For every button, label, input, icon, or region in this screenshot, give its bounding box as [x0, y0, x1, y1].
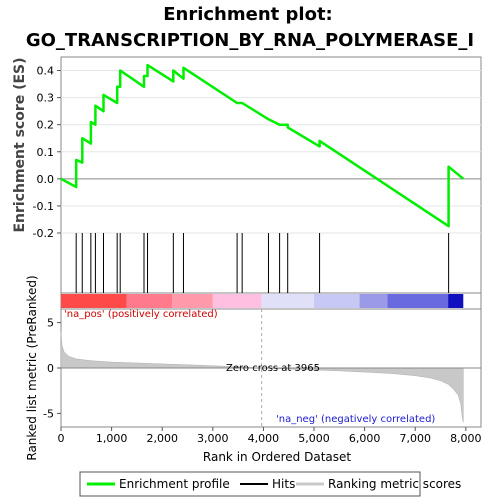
- pos-correlation-label: 'na_pos' (positively correlated): [64, 309, 218, 320]
- es-ylabel: Enrichment score (ES): [12, 57, 28, 232]
- metric-area: [60, 309, 481, 427]
- metric-ylabel: Ranked list metric (PreRanked): [25, 275, 39, 460]
- xtick-label: 1,000: [96, 432, 128, 445]
- enrichment-profile-series: [60, 63, 465, 228]
- es-ytick-label: 0.1: [37, 146, 55, 159]
- xtick-label: 5,000: [298, 432, 330, 445]
- ranking-bar-segment: [212, 294, 262, 308]
- hits-panel-frame: [60, 232, 482, 294]
- ranking-metric-area: [60, 331, 464, 423]
- es-grid: [61, 70, 481, 234]
- ranking-bar-segment: [448, 294, 464, 308]
- xtick-label: 3,000: [197, 432, 229, 445]
- ranking-bar-segment: [359, 294, 388, 308]
- ranking-bar: [61, 294, 464, 308]
- xtick-label: 7,000: [399, 432, 431, 445]
- chart-title-line1: Enrichment plot:: [163, 4, 333, 25]
- enrichment-profile-line: [60, 63, 465, 228]
- xtick-label: 0: [58, 432, 65, 445]
- metric-xlabel: Rank in Ordered Dataset: [203, 450, 351, 464]
- ranking-bar-segment: [387, 294, 449, 308]
- ranking-bar-segment: [61, 294, 127, 308]
- es-yticks: -0.2 -0.1 0.0 0.1 0.2 0.3 0.4: [33, 65, 61, 240]
- es-ytick-label: -0.1: [33, 200, 54, 213]
- metric-ytick-label: 5: [47, 317, 54, 330]
- es-plot-frame: [60, 56, 482, 234]
- zero-cross-label: Zero cross at 3965: [226, 363, 320, 374]
- metric-yticks: -5 0 5: [43, 317, 61, 420]
- es-ytick-label: 0.3: [37, 92, 55, 105]
- xtick-label: 4,000: [248, 432, 280, 445]
- neg-correlation-label: 'na_neg' (negatively correlated): [276, 414, 435, 425]
- x-ticks: 0 1,000 2,000 3,000 4,000 5,000 6,000 7,000 8,00…: [58, 427, 482, 445]
- legend-enrichment-label: Enrichment profile: [119, 477, 230, 491]
- legend-hits-label: Hits: [272, 477, 295, 491]
- es-ytick-label: 0.4: [37, 65, 55, 78]
- ranking-bar-segment: [314, 294, 360, 308]
- es-ytick-label: 0.2: [37, 119, 55, 132]
- legend-metric-label: Ranking metric scores: [328, 477, 461, 491]
- metric-ytick-label: -5: [43, 407, 54, 420]
- ranking-bar-segment: [261, 294, 315, 308]
- xtick-label: 2,000: [146, 432, 178, 445]
- metric-ytick-label: 0: [47, 362, 54, 375]
- ranking-bar-segment: [126, 294, 173, 308]
- ranking-bar-segment: [172, 294, 213, 308]
- hits-layer: [75, 233, 450, 293]
- es-ytick-label: 0.0: [37, 173, 55, 186]
- xtick-label: 8,000: [450, 432, 482, 445]
- chart-title-line2: GO_TRANSCRIPTION_BY_RNA_POLYMERASE_I: [26, 30, 474, 51]
- xtick-label: 6,000: [349, 432, 381, 445]
- es-ytick-label: -0.2: [33, 227, 54, 240]
